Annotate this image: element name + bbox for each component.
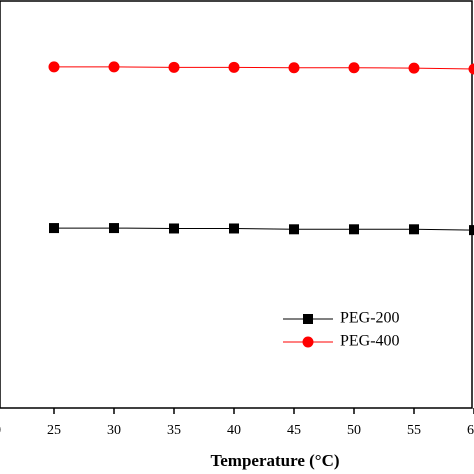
point [348,62,360,74]
legend-marker [303,314,313,324]
point [408,62,420,74]
point [409,224,419,235]
point [469,225,474,236]
series-line [54,66,474,70]
x-tick-label: 60 [467,423,474,438]
point [49,223,59,234]
legend-label: PEG-400 [340,333,400,350]
point [169,223,179,234]
x-axis-label: Temperature (°C) [210,451,339,470]
point [349,224,359,235]
series-line [54,227,474,231]
point [289,224,299,235]
point [108,61,120,73]
point [468,63,474,75]
plot-frame [0,0,473,409]
x-tick-label: 40 [227,423,241,438]
point [228,61,240,73]
point [48,61,60,73]
x-tick-label: 25 [47,423,61,438]
point [229,223,239,234]
x-tick-label: 55 [407,423,421,438]
legend-label: PEG-200 [340,310,400,327]
legend-marker [302,336,314,348]
point [288,62,300,74]
x-tick-label: 35 [167,423,181,438]
point [168,61,180,73]
x-tick-label: 20 [0,423,1,438]
x-tick-label: 50 [347,423,361,438]
point [109,223,119,234]
x-tick-label: 45 [287,423,301,438]
x-tick-label: 30 [107,423,121,438]
